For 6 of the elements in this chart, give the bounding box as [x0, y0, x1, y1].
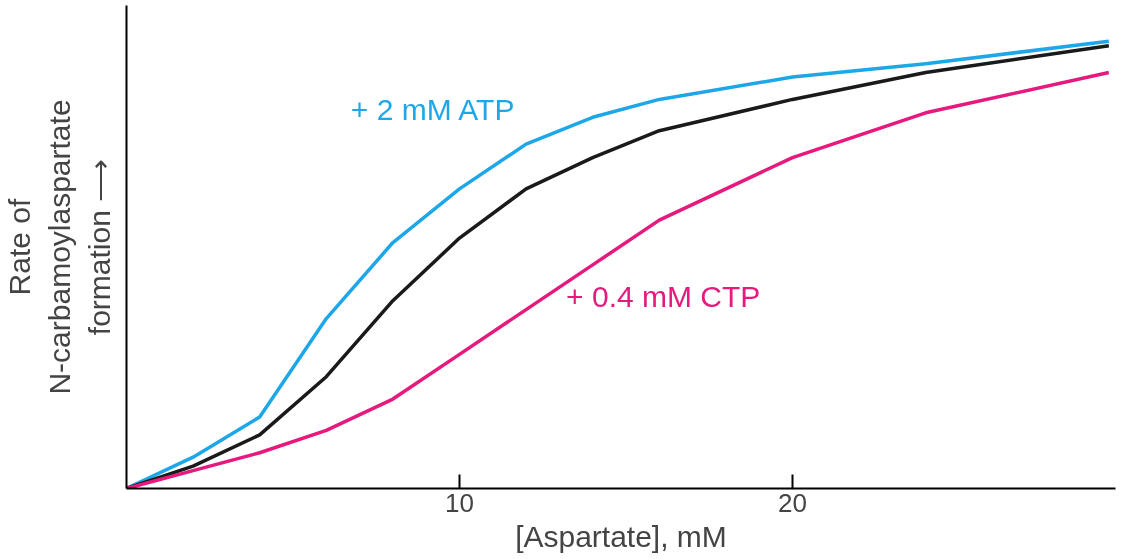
- x-tick-label: 10: [445, 487, 474, 518]
- y-axis-title: Rate of N-carbamoylaspartate formation ⟶: [3, 99, 116, 395]
- series-label: + 0.4 mM CTP: [566, 279, 761, 313]
- series-label: + 2 mM ATP: [350, 93, 515, 127]
- x-axis-title: [Aspartate], mM: [515, 519, 727, 553]
- x-tick-label: 20: [778, 487, 807, 518]
